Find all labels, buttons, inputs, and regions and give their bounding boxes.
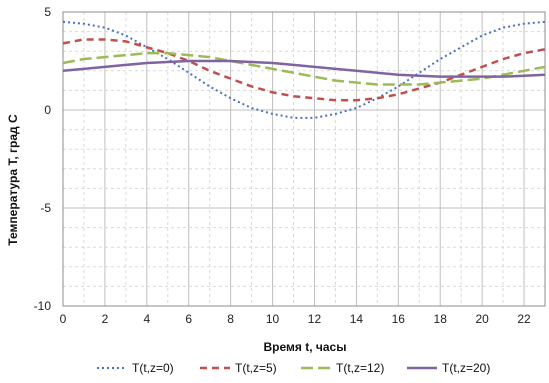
series-line-3 [62,51,546,86]
x-tick-label: 8 [227,312,234,326]
x-axis-title: Время t, часы [264,340,347,354]
x-tick-label: 18 [434,312,448,326]
y-tick-label: -5 [40,201,51,215]
x-tick-label: 16 [392,312,406,326]
y-tick-label: -10 [34,299,52,313]
y-tick-label: 0 [44,103,51,117]
legend: T(t,z=0) T(t,z=5) T(t,z=12) T(t,z=20) [97,361,490,375]
x-tick-label: 6 [185,312,192,326]
x-tick-label: 10 [266,312,280,326]
series-lines [62,20,546,119]
y-tick-label: 5 [44,5,51,19]
legend-label: T(t,z=12) [336,361,384,375]
legend-label: T(t,z=0) [132,361,174,375]
x-tick-label: 2 [102,312,109,326]
y-axis-title: Температура T, град C [6,114,20,246]
series-line-2 [62,38,546,102]
x-tick-label: 0 [60,312,67,326]
legend-label: T(t,z=20) [442,361,490,375]
x-tick-label: 4 [143,312,150,326]
x-tick-label: 22 [517,312,531,326]
tick-labels: 0 2 4 6 8 10 12 14 16 18 20 22 5 0 -5 -10 [34,5,531,326]
x-tick-label: 12 [308,312,322,326]
grid [62,11,546,307]
x-tick-label: 20 [475,312,489,326]
plot-area-border [62,11,546,307]
x-tick-label: 14 [350,312,364,326]
legend-label: T(t,z=5) [235,361,277,375]
series-line-4 [62,59,546,78]
